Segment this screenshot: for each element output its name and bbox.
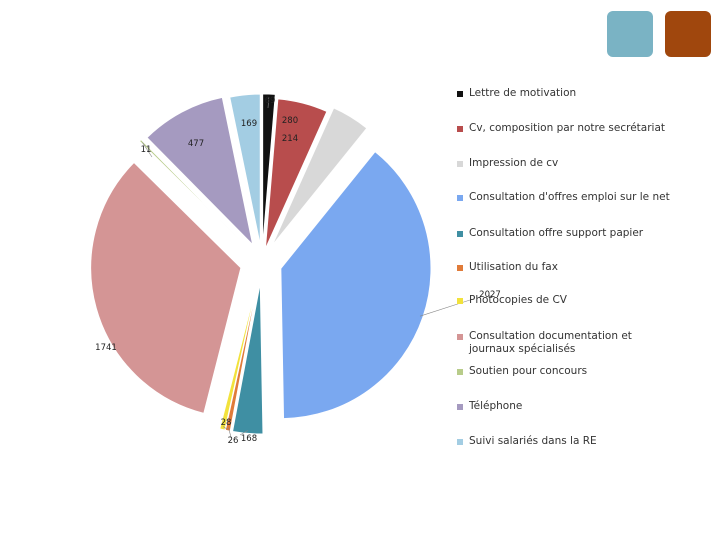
legend-item-8: Consultation documentation et journaux s… <box>457 330 677 356</box>
pie-slice-3 <box>272 107 368 246</box>
pie-value-label-1: 69 <box>265 96 276 106</box>
pie-slice-6 <box>225 283 259 432</box>
pie-value-label-11: 169 <box>241 119 257 129</box>
legend-label-4: Consultation d'offres emploi sur le net <box>469 191 670 203</box>
decor-square-brown <box>665 11 711 57</box>
legend-label-8: Consultation documentation et journaux s… <box>469 330 632 355</box>
pie-leader-line-6 <box>228 427 232 438</box>
pie-slice-2 <box>265 98 328 249</box>
pie-slice-4 <box>280 151 432 419</box>
pie-value-label-6: 26 <box>228 436 239 446</box>
pie-slice-11 <box>229 93 261 245</box>
pie-leader-line-5 <box>239 430 249 436</box>
legend-swatch-5 <box>457 231 463 237</box>
legend-swatch-7 <box>457 298 463 304</box>
legend-item-11: Suivi salariés dans la RE <box>457 435 597 448</box>
legend-swatch-4 <box>457 195 463 201</box>
pie-value-label-5: 168 <box>241 434 257 444</box>
pie-value-label-2: 280 <box>282 116 298 126</box>
legend-item-10: Téléphone <box>457 400 522 413</box>
legend-item-5: Consultation offre support papier <box>457 227 643 240</box>
legend-label-3: Impression de cv <box>469 157 559 169</box>
pie-leader-line-9 <box>142 142 153 158</box>
pie-value-label-8: 1741 <box>95 343 117 353</box>
legend-item-3: Impression de cv <box>457 157 558 170</box>
pie-value-label-7: 28 <box>221 418 232 428</box>
legend-swatch-6 <box>457 265 463 271</box>
pie-value-label-4: 2027 <box>479 290 501 300</box>
legend-item-2: Cv, composition par notre secrétariat <box>457 122 665 135</box>
legend-swatch-11 <box>457 439 463 445</box>
legend-label-7: Photocopies de CV <box>469 294 567 306</box>
pie-leader-line-1 <box>267 97 270 109</box>
legend-swatch-9 <box>457 369 463 375</box>
legend-label-10: Téléphone <box>469 400 523 412</box>
legend-swatch-2 <box>457 126 463 132</box>
pie-value-label-3: 214 <box>282 134 298 144</box>
legend-item-6: Utilisation du fax <box>457 261 558 274</box>
pie-slice-7 <box>219 283 258 431</box>
legend-item-1: Lettre de motivation <box>457 87 576 100</box>
legend-label-1: Lettre de motivation <box>469 87 577 99</box>
pie-slice-5 <box>232 283 264 435</box>
legend-label-11: Suivi salariés dans la RE <box>469 435 597 447</box>
decor-square-teal <box>607 11 653 57</box>
legend-label-9: Soutien pour concours <box>469 365 588 377</box>
pie-leader-line-7 <box>222 426 228 430</box>
legend-label-2: Cv, composition par notre secrétariat <box>469 122 665 134</box>
legend-swatch-8 <box>457 334 463 340</box>
pie-slice-1 <box>262 93 276 245</box>
legend-item-4: Consultation d'offres emploi sur le net <box>457 191 670 204</box>
legend-swatch-1 <box>457 91 463 97</box>
legend-swatch-3 <box>457 161 463 167</box>
pie-slice-10 <box>146 96 254 246</box>
legend-label-6: Utilisation du fax <box>469 261 558 273</box>
pie-value-label-10: 477 <box>188 139 204 149</box>
legend-item-9: Soutien pour concours <box>457 365 587 378</box>
legend-label-5: Consultation offre support papier <box>469 227 644 239</box>
legend-item-7: Photocopies de CV <box>457 294 567 307</box>
legend-swatch-10 <box>457 404 463 410</box>
pie-slice-8 <box>90 162 242 414</box>
pie-slice-9 <box>139 139 247 247</box>
pie-value-label-9: 11 <box>141 145 152 155</box>
